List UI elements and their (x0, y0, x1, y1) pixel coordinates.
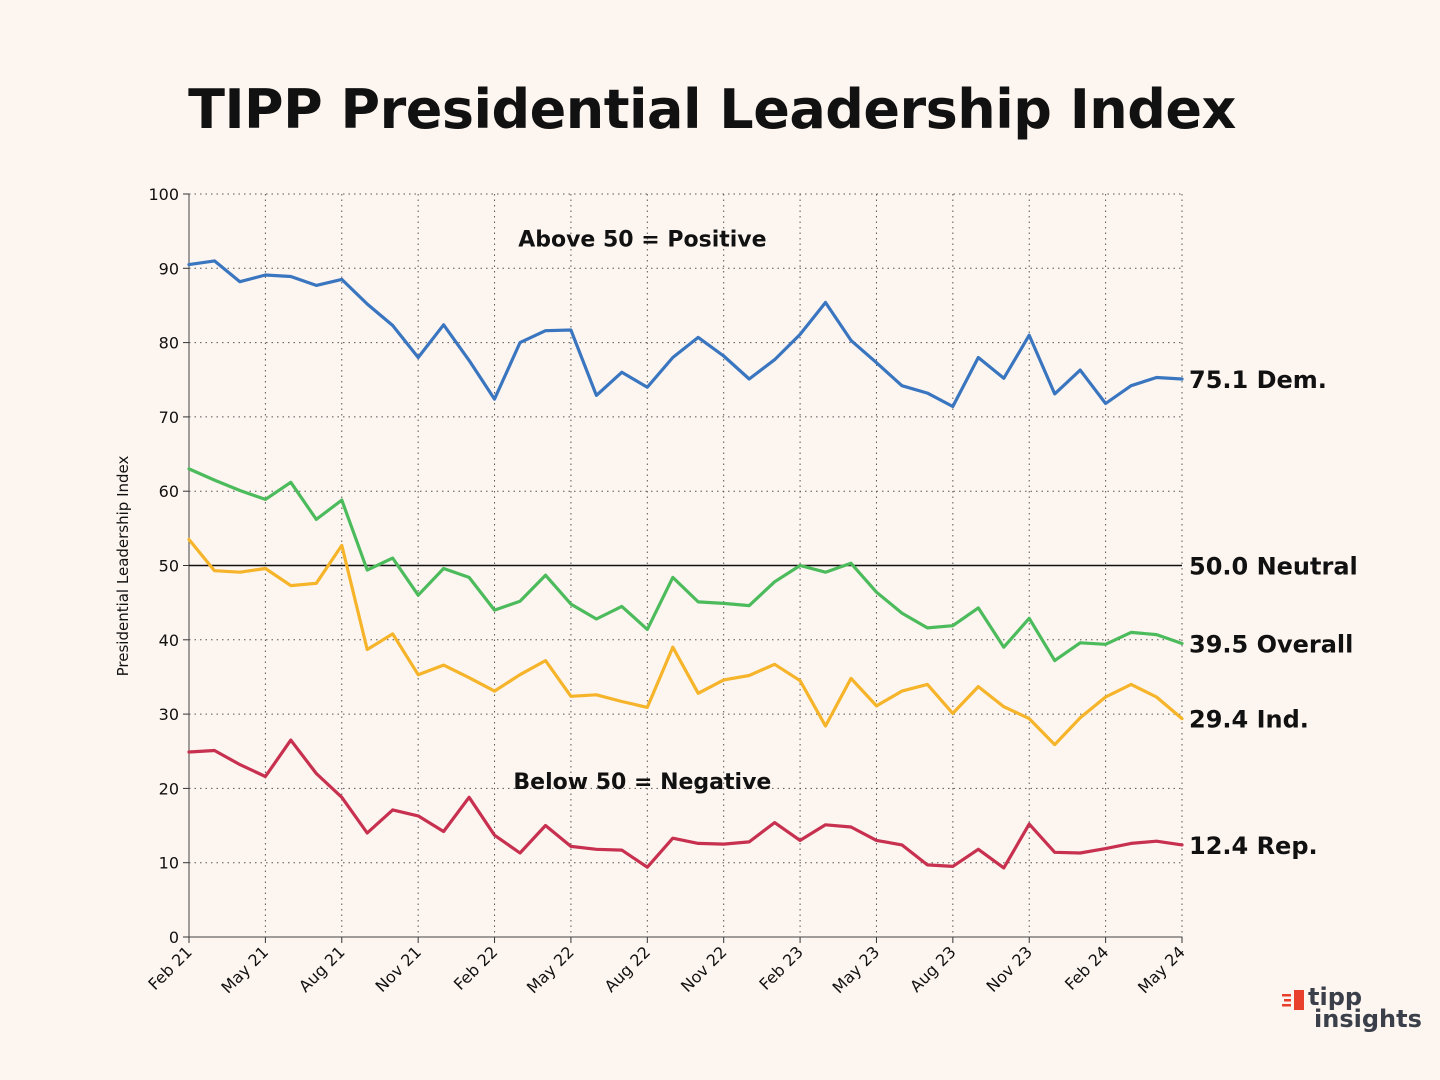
y-tick-label: 0 (169, 928, 179, 947)
x-tick-label: May 22 (523, 942, 578, 997)
annotations: Above 50 = Positive Below 50 = Negative (513, 228, 771, 795)
x-tick-label: May 23 (828, 942, 883, 997)
end-label-overall: 39.5 Overall (1189, 631, 1353, 659)
y-tick-label: 20 (159, 779, 179, 798)
x-tick-label: Nov 23 (983, 942, 1037, 996)
x-tick-label: Feb 22 (450, 942, 501, 993)
x-tick-label: May 24 (1134, 942, 1189, 997)
tipp-insights-logo: tipp insights (1282, 983, 1422, 1033)
x-tick-label: Nov 22 (677, 942, 731, 996)
annotation-text: Below 50 = Negative (513, 770, 771, 795)
x-tick-label: Aug 23 (906, 942, 960, 996)
annotation-text: Above 50 = Positive (518, 228, 766, 253)
y-tick-label: 100 (148, 185, 179, 204)
y-tick-label: 50 (159, 557, 179, 576)
end-labels: 75.1 Dem. 39.5 Overall 29.4 Ind. 12.4 Rep. 5… (1189, 366, 1358, 860)
end-label-rep: 12.4 Rep. (1189, 832, 1318, 860)
y-tick-label: 80 (159, 334, 179, 353)
series-line-ind (187, 537, 1184, 747)
y-axis-label: Presidential Leadership Index (114, 456, 132, 677)
y-tick-label: 40 (159, 631, 179, 650)
x-tick-label: Nov 21 (371, 942, 425, 996)
y-tick-label: 10 (159, 854, 179, 873)
axes (183, 193, 1183, 943)
x-tick-label: Feb 24 (1061, 942, 1112, 993)
y-tick-label: 90 (159, 259, 179, 278)
x-tick-label: Aug 21 (295, 942, 349, 996)
logo-line-1: tipp (1308, 983, 1363, 1011)
end-label-dem: 75.1 Dem. (1189, 366, 1327, 394)
y-tick-label: 30 (159, 705, 179, 724)
end-label-neutral: 50.0 Neutral (1189, 553, 1358, 581)
series-lines (187, 259, 1184, 870)
x-tick-label: Feb 23 (755, 942, 806, 993)
x-tick-label: Feb 21 (144, 942, 195, 993)
end-label-ind: 29.4 Ind. (1189, 706, 1309, 734)
series-line-dem (187, 259, 1184, 409)
y-tick-labels: 0 10 20 30 40 50 60 70 80 90 100 (148, 185, 179, 947)
x-tick-label: May 21 (217, 942, 272, 997)
chart-title: TIPP Presidential Leadership Index (188, 78, 1236, 141)
series-line-overall (187, 467, 1184, 663)
x-tick-labels: Feb 21 May 21 Aug 21 Nov 21 Feb 22 May 22 Aug … (144, 942, 1188, 997)
x-tick-label: Aug 22 (601, 942, 655, 996)
y-tick-label: 60 (159, 482, 179, 501)
series-line-rep (187, 738, 1184, 870)
tipp-logo-icon (1282, 990, 1304, 1010)
logo-line-2: insights (1314, 1005, 1422, 1033)
y-tick-label: 70 (159, 408, 179, 427)
